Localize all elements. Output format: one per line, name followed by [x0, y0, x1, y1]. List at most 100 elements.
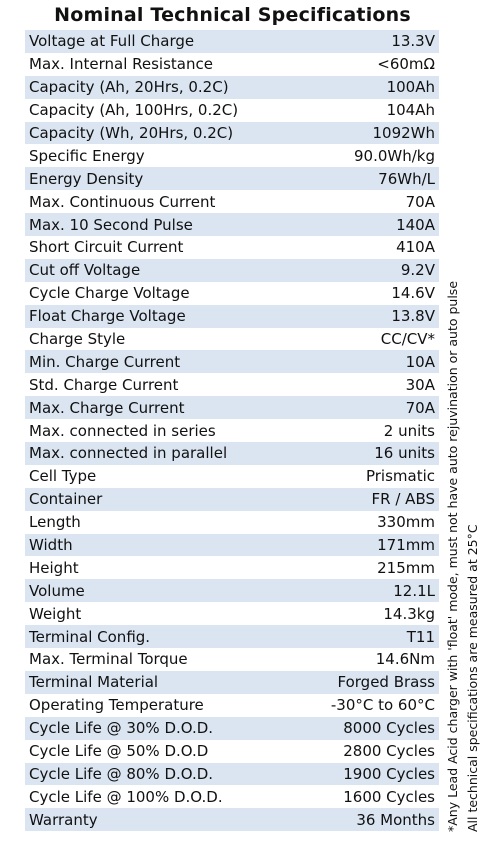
spec-row: Length 330mm [25, 511, 439, 534]
spec-value: 36 Months [356, 810, 435, 829]
spec-label: Max. Charge Current [29, 398, 185, 417]
spec-row: Volume 12.1L [25, 579, 439, 603]
spec-label: Operating Temperature [29, 696, 204, 715]
spec-row: Max. Terminal Torque 14.6Nm [25, 648, 439, 671]
spec-label: Max. connected in series [29, 421, 216, 440]
spec-label: Short Circuit Current [29, 238, 184, 257]
spec-value: 14.3kg [383, 604, 435, 623]
spec-value: FR / ABS [371, 490, 435, 509]
spec-value: 1900 Cycles [343, 764, 435, 783]
spec-label: Cycle Life @ 50% D.O.D [29, 742, 209, 761]
spec-label: Max. Internal Resistance [29, 55, 213, 74]
spec-row: Capacity (Ah, 100Hrs, 0.2C) 104Ah [25, 99, 439, 122]
spec-label: Cycle Life @ 100% D.O.D. [29, 787, 223, 806]
spec-row: Specific Energy 90.0Wh/kg [25, 144, 439, 167]
spec-row: Container FR / ABS [25, 487, 439, 511]
spec-row: Height 215mm [25, 556, 439, 579]
spec-value: 70A [405, 398, 435, 417]
spec-label: Cell Type [29, 467, 97, 486]
spec-row: Energy Density 76Wh/L [25, 167, 439, 191]
note: *Any Lead Acid charger with 'float' mode… [445, 280, 460, 832]
spec-row: Capacity (Wh, 20Hrs, 0.2C) 1092Wh [25, 121, 439, 145]
spec-row: Cycle Life @ 100% D.O.D. 1600 Cycles [25, 785, 439, 808]
spec-value: 2800 Cycles [343, 742, 435, 761]
spec-row: Voltage at Full Charge 13.3V [25, 30, 439, 53]
spec-label: Float Charge Voltage [29, 307, 186, 326]
spec-label: Max. Terminal Torque [29, 650, 188, 669]
spec-value: T11 [406, 627, 435, 646]
spec-value: 330mm [377, 513, 435, 532]
notes: *Any Lead Acid charger with 'float' mode… [443, 280, 487, 832]
spec-label: Std. Charge Current [29, 375, 179, 394]
spec-label: Capacity (Ah, 20Hrs, 0.2C) [29, 78, 229, 97]
spec-label: Cycle Life @ 80% D.O.D. [29, 764, 214, 783]
spec-row: Charge Style CC/CV* [25, 328, 439, 351]
spec-label: Max. Continuous Current [29, 192, 216, 211]
spec-value: 13.3V [391, 32, 435, 51]
spec-value: 171mm [377, 536, 435, 555]
spec-row: Max. Continuous Current 70A [25, 190, 439, 213]
spec-label: Height [29, 558, 79, 577]
spec-value: Prismatic [365, 467, 435, 486]
spec-row: Max. Charge Current 70A [25, 396, 439, 420]
spec-label: Capacity (Wh, 20Hrs, 0.2C) [29, 124, 234, 142]
spec-row: Std. Charge Current 30A [25, 373, 439, 396]
spec-row: Float Charge Voltage 13.8V [25, 304, 439, 328]
spec-value: 8000 Cycles [343, 719, 435, 738]
spec-value: 140A [396, 215, 435, 234]
spec-label: Min. Charge Current [29, 352, 181, 371]
note: All technical specifications are measure… [465, 524, 480, 832]
spec-label: Cycle Charge Voltage [29, 284, 190, 303]
spec-row: Cycle Charge Voltage 14.6V [25, 282, 439, 305]
spec-row: Max. connected in parallel 16 units [25, 442, 439, 465]
spec-label: Max. 10 Second Pulse [29, 215, 193, 234]
spec-row: Warranty 36 Months [25, 808, 439, 832]
spec-label: Cycle Life @ 30% D.O.D. [29, 719, 214, 738]
spec-label: Energy Density [29, 169, 144, 188]
spec-label: Container [29, 490, 103, 509]
spec-label: Width [29, 536, 73, 555]
spec-row: Short Circuit Current 410A [25, 236, 439, 259]
spec-row: Cycle Life @ 50% D.O.D 2800 Cycles [25, 740, 439, 763]
spec-value: 70A [405, 192, 435, 211]
spec-label: Capacity (Ah, 100Hrs, 0.2C) [29, 101, 239, 120]
spec-label: Voltage at Full Charge [29, 32, 195, 51]
spec-value: Forged Brass [337, 673, 436, 692]
spec-value: 1600 Cycles [343, 787, 435, 806]
spec-row: Terminal Config. T11 [25, 625, 439, 649]
spec-value: 76Wh/L [378, 169, 435, 188]
spec-value: 30A [405, 375, 435, 394]
spec-value: 14.6Nm [375, 650, 435, 669]
spec-row: Weight 14.3kg [25, 602, 439, 625]
spec-row: Cycle Life @ 30% D.O.D. 8000 Cycles [25, 716, 439, 740]
spec-label: Max. connected in parallel [29, 444, 228, 463]
spec-value: 10A [405, 352, 435, 371]
spec-label: Terminal Config. [29, 627, 151, 646]
spec-row: Width 171mm [25, 533, 439, 557]
spec-value: 215mm [377, 558, 435, 577]
spec-label: Cut off Voltage [29, 261, 141, 280]
spec-row: Max. Internal Resistance <60mΩ [25, 53, 439, 76]
spec-table: Voltage at Full Charge 13.3V Max. Internal… [25, 30, 439, 832]
spec-label: Specific Energy [29, 146, 145, 165]
spec-value: 16 units [374, 444, 435, 463]
spec-row: Terminal Material Forged Brass [25, 670, 439, 694]
spec-value: 100Ah [386, 78, 435, 97]
spec-row: Max. connected in series 2 units [25, 419, 439, 442]
spec-row: Operating Temperature -30°C to 60°C [25, 694, 439, 717]
spec-value: CC/CV* [380, 330, 435, 349]
spec-value: <60mΩ [377, 55, 435, 74]
spec-value: 12.1L [393, 581, 435, 600]
spec-value: 90.0Wh/kg [354, 146, 435, 165]
spec-label: Terminal Material [29, 673, 159, 692]
spec-value: 1092Wh [372, 124, 435, 142]
spec-row: Capacity (Ah, 20Hrs, 0.2C) 100Ah [25, 75, 439, 99]
spec-row: Cycle Life @ 80% D.O.D. 1900 Cycles [25, 762, 439, 786]
spec-row: Max. 10 Second Pulse 140A [25, 213, 439, 237]
spec-label: Length [29, 513, 81, 532]
spec-value: 9.2V [400, 261, 435, 280]
spec-value: 410A [396, 238, 435, 257]
spec-row: Cut off Voltage 9.2V [25, 258, 439, 282]
title: Nominal Technical Specifications [54, 4, 411, 26]
